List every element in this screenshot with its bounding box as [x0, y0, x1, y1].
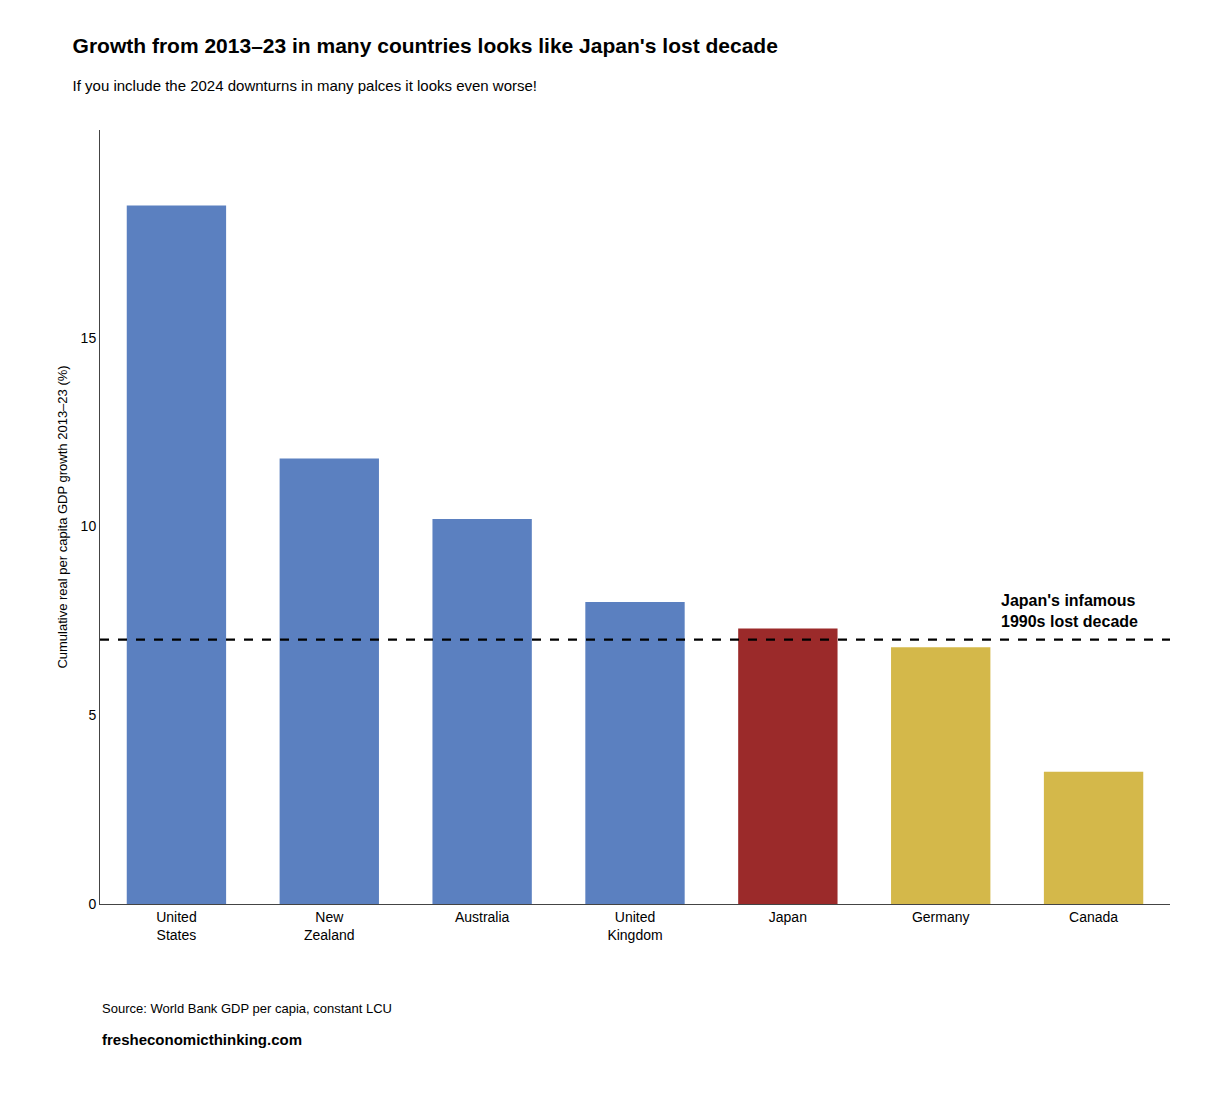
svg-text:fresheconomicthinking.com: fresheconomicthinking.com [102, 1031, 302, 1048]
svg-text:Germany: Germany [912, 909, 970, 925]
svg-text:Japan: Japan [769, 909, 807, 925]
svg-text:Canada: Canada [1069, 909, 1118, 925]
svg-text:If you include the 2024 downtu: If you include the 2024 downturns in man… [73, 77, 537, 94]
svg-text:UnitedStates: UnitedStates [156, 909, 196, 943]
svg-text:Japan's infamous1990s lost dec: Japan's infamous1990s lost decade [1001, 592, 1138, 630]
svg-text:15: 15 [81, 330, 97, 346]
svg-text:10: 10 [81, 518, 97, 534]
svg-text:UnitedKingdom: UnitedKingdom [607, 909, 662, 943]
svg-text:NewZealand: NewZealand [304, 909, 355, 943]
svg-text:5: 5 [88, 707, 96, 723]
svg-text:Growth from 2013–23 in many co: Growth from 2013–23 in many countries lo… [73, 34, 778, 57]
svg-text:Source: World Bank GDP per cap: Source: World Bank GDP per capia, consta… [102, 1001, 392, 1016]
svg-text:0: 0 [88, 896, 96, 912]
svg-text:Australia: Australia [455, 909, 510, 925]
svg-text:Cumulative real per capita GDP: Cumulative real per capita GDP growth 20… [55, 365, 70, 668]
